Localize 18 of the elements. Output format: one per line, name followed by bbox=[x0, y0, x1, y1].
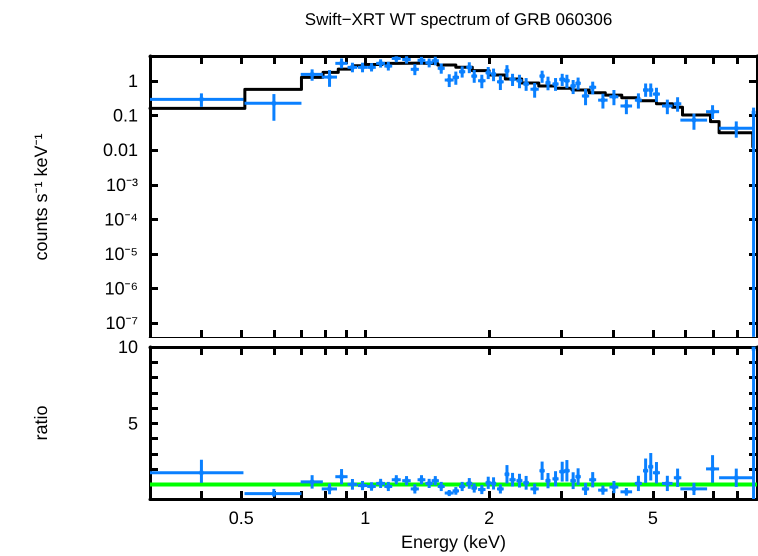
y-tick-label: 0.01 bbox=[102, 140, 138, 160]
y-tick-label: 5 bbox=[128, 413, 138, 434]
y-tick-label: 10 bbox=[118, 337, 138, 357]
y-tick-label: 10⁻³ bbox=[106, 174, 138, 195]
x-axis-title: Energy (keV) bbox=[400, 532, 506, 552]
y-tick-label: 10⁻⁴ bbox=[104, 209, 138, 230]
x-tick-label: 2 bbox=[484, 508, 494, 528]
x-tick-label: 5 bbox=[648, 508, 658, 528]
x-tick-label: 0.5 bbox=[228, 508, 254, 528]
y-tick-label: 10⁻⁷ bbox=[105, 313, 138, 334]
y-axis-title: ratio bbox=[31, 405, 51, 441]
y-axis-title: counts s⁻¹ keV⁻¹ bbox=[31, 133, 51, 261]
chart-title: Swift−XRT WT spectrum of GRB 060306 bbox=[304, 10, 612, 29]
y-tick-label: 10⁻⁶ bbox=[104, 278, 138, 298]
y-tick-label: 0.1 bbox=[112, 106, 138, 126]
y-tick-label: 1 bbox=[128, 71, 138, 92]
x-tick-label: 1 bbox=[360, 508, 370, 528]
y-tick-label: 10⁻⁵ bbox=[104, 244, 138, 264]
